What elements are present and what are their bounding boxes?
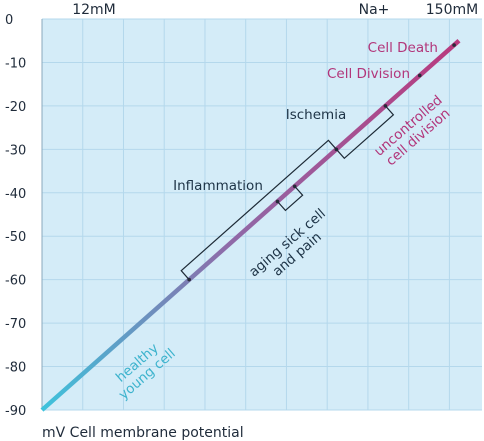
bracket-2 (180, 139, 337, 281)
data-point-0 (452, 43, 456, 47)
x-tick-label-na: Na+ (359, 2, 390, 18)
label-ischemia: Ischemia (286, 107, 346, 123)
y-tick-label: 0 (5, 13, 13, 28)
x-tick-label-12mm: 12mM (72, 2, 116, 18)
label-cell-division: Cell Division (327, 66, 410, 82)
grid (41, 18, 482, 411)
y-tick-label: -60 (5, 274, 26, 289)
y-tick-label: -90 (5, 404, 26, 419)
y-tick-label: -40 (5, 187, 26, 202)
label-cell-death: Cell Death (368, 40, 438, 56)
y-tick-label: -20 (5, 100, 26, 115)
x-axis-label: mV Cell membrane potential (42, 425, 244, 441)
label-inflammation: Inflammation (173, 178, 263, 194)
bracket-1 (277, 185, 304, 212)
y-tick-labels: 0 -10 -20 -30 -40 -50 -60 -70 -80 -90 (5, 13, 26, 419)
y-tick-label: -80 (5, 361, 26, 376)
x-tick-label-150mm: 150mM (426, 2, 478, 18)
y-tick-label: -10 (5, 56, 26, 71)
y-tick-label: -50 (5, 230, 26, 245)
range-brackets (180, 105, 395, 281)
potential-line (40, 39, 461, 412)
data-point-1 (417, 73, 422, 78)
y-tick-label: -70 (5, 317, 26, 332)
y-tick-label: -30 (5, 143, 26, 158)
bracket-0 (335, 105, 395, 160)
